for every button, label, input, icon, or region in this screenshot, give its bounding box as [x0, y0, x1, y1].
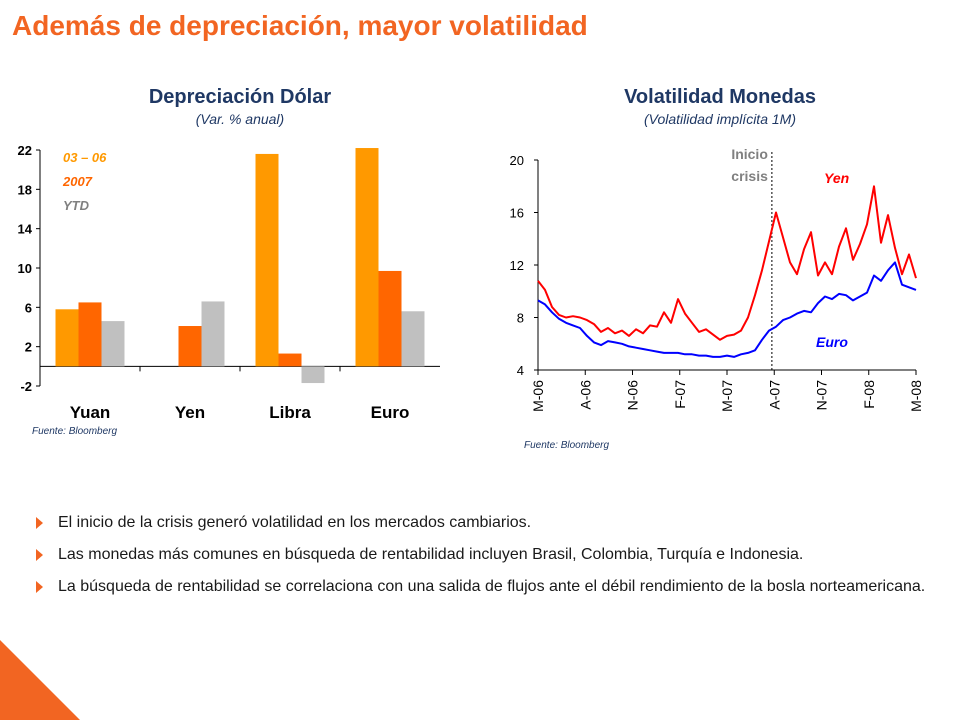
y-tick-label: 20 [510, 153, 524, 168]
bullet-arrow-icon [36, 549, 43, 561]
bullet-item: La búsqueda de rentabilidad se correlaci… [36, 574, 936, 599]
bar-chart-title: Depreciación Dólar [148, 86, 332, 108]
corner-triangle-decoration [0, 640, 80, 720]
legend-label: 2007 [62, 174, 93, 189]
y-tick-label: 10 [18, 261, 32, 276]
bar [278, 353, 302, 367]
y-tick-label: 12 [510, 258, 524, 273]
legend-label: 03 – 06 [63, 150, 107, 165]
x-tick-label: M-07 [719, 380, 735, 412]
slide-title: Además de depreciación, mayor volatilida… [12, 10, 588, 41]
line-chart-source: Fuente: Bloomberg [524, 440, 610, 451]
line-chart-title: Volatilidad Monedas [624, 86, 816, 108]
legend-label: YTD [63, 198, 90, 213]
bar [55, 309, 79, 367]
y-tick-label: -2 [20, 379, 32, 394]
bar [101, 321, 125, 367]
line-chart-subtitle: (Volatilidad implícita 1M) [644, 111, 796, 127]
bar [301, 366, 325, 384]
x-tick-label: M-08 [908, 380, 924, 412]
bar [401, 311, 425, 367]
y-tick-label: 14 [18, 222, 33, 237]
series-label-euro: Euro [816, 334, 848, 350]
y-tick-label: 18 [18, 182, 32, 197]
series-line-yen [537, 185, 917, 341]
bullet-arrow-icon [36, 517, 43, 529]
bar [178, 326, 202, 367]
x-category-label: Euro [371, 403, 410, 422]
bullet-arrow-icon [36, 581, 43, 593]
series-label-yen: Yen [824, 170, 849, 186]
x-tick-label: F-08 [861, 380, 877, 409]
x-tick-label: A-07 [766, 380, 782, 410]
x-tick-label: F-07 [672, 380, 688, 409]
y-tick-label: 16 [510, 206, 524, 221]
crisis-annotation-line1: Inicio [731, 146, 768, 162]
bar-chart-subtitle: (Var. % anual) [195, 111, 285, 127]
line-chart: 20 16 12 8 4 M-06 A-06 N-06 F-07 M-07 A-07 N-07 F-08… [510, 146, 924, 412]
series-line-euro [537, 261, 917, 358]
bar [201, 301, 225, 367]
bar-chart: 22 18 14 10 6 2 -2 Yuan Yen Libra Euro 03 – 06 2007 Y… [18, 143, 440, 422]
x-category-label: Libra [269, 403, 311, 422]
y-tick-label: 6 [25, 300, 32, 315]
bar [78, 302, 102, 367]
x-tick-label: N-07 [814, 380, 830, 411]
bullet-list: El inicio de la crisis generó volatilida… [36, 510, 936, 606]
y-tick-label: 2 [25, 340, 32, 355]
bar [355, 148, 379, 367]
x-tick-label: N-06 [625, 380, 641, 411]
x-category-label: Yuan [70, 403, 111, 422]
x-tick-label: M-06 [530, 380, 546, 412]
x-category-label: Yen [175, 403, 205, 422]
bar [378, 270, 402, 367]
x-tick-label: A-06 [577, 380, 593, 410]
bullet-item: Las monedas más comunes en búsqueda de r… [36, 542, 936, 567]
y-tick-label: 8 [517, 311, 524, 326]
y-tick-label: 22 [18, 143, 32, 158]
crisis-annotation-line2: crisis [731, 168, 768, 184]
bar [255, 153, 279, 367]
y-tick-label: 4 [517, 363, 524, 378]
bar-chart-source: Fuente: Bloomberg [32, 426, 118, 437]
bullet-item: El inicio de la crisis generó volatilida… [36, 510, 936, 535]
